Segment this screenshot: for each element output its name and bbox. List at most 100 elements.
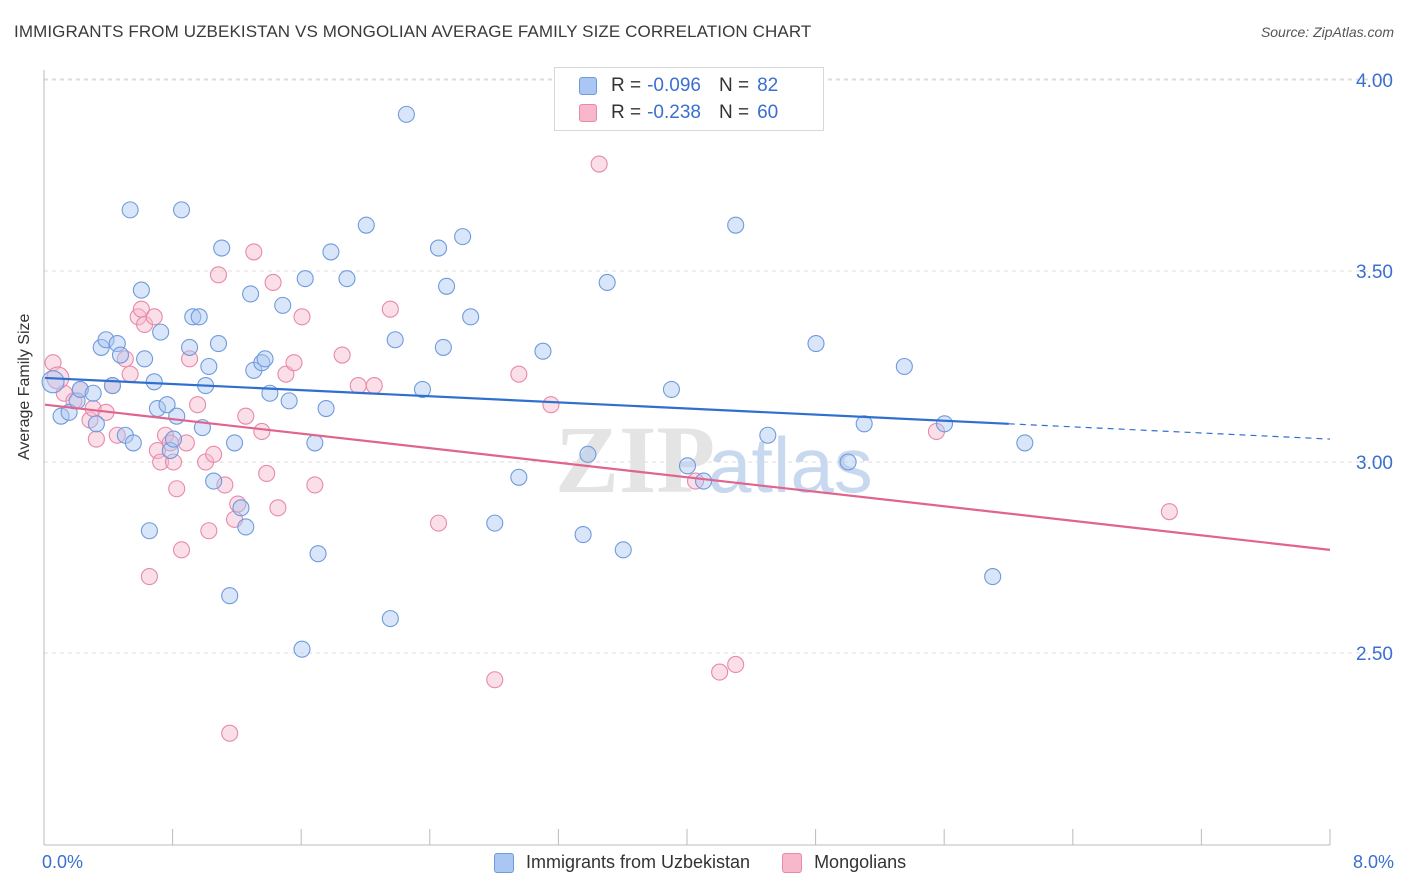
uzbekistan-point (381, 610, 399, 628)
mongolians-point (333, 346, 351, 364)
legend-item-mongolians[interactable]: Mongolians (782, 852, 906, 873)
uzbekistan-points (41, 105, 1034, 658)
uzbekistan-point (71, 380, 89, 398)
mongolians-point (237, 407, 255, 425)
uzbekistan-point (534, 342, 552, 360)
legend-n-label: N = (718, 102, 750, 123)
mongolians-point (306, 476, 324, 494)
uzbekistan-point (454, 228, 472, 246)
uzbekistan-point (158, 396, 176, 414)
legend-n-value: 60 (757, 102, 779, 123)
uzbekistan-trend-extension (1008, 423, 1331, 440)
series-legend: Immigrants from Uzbekistan Mongolians (494, 852, 938, 873)
uzbekistan-point (727, 216, 745, 234)
legend-row-uzbekistan: R = -0.096 N = 82 (579, 74, 778, 98)
legend-n-label: N = (718, 75, 750, 96)
chart-title: IMMIGRANTS FROM UZBEKISTAN VS MONGOLIAN … (14, 22, 812, 41)
uzbekistan-point (984, 568, 1002, 586)
uzbekistan-point (205, 472, 223, 490)
mongolians-point (264, 273, 282, 292)
uzbekistan-point (695, 472, 713, 490)
uzbekistan-point (136, 350, 154, 368)
uzbekistan-point (84, 384, 102, 402)
watermark: ZIP atlas (555, 406, 873, 513)
legend-item-uzbekistan[interactable]: Immigrants from Uzbekistan (494, 852, 750, 873)
uzbekistan-point (293, 640, 311, 658)
mongolians-point (1160, 503, 1178, 521)
uzbekistan-point (225, 434, 244, 452)
mongolians-point (269, 499, 287, 517)
legend-r-label: R = (611, 102, 642, 123)
uzbekistan-point (152, 323, 170, 341)
mongolians-point (216, 476, 234, 494)
uzbekistan-point (209, 335, 228, 353)
uzbekistan-point (397, 105, 415, 123)
uzbekistan-trend-line (44, 376, 1009, 425)
uzbekistan-point (935, 415, 954, 433)
uzbekistan-point (338, 270, 356, 288)
y-tick-label: 2.50 (1356, 644, 1393, 665)
uzbekistan-point (181, 338, 199, 356)
uzbekistan-point (97, 331, 115, 349)
x-tick-max: 8.0% (1352, 852, 1394, 872)
uzbekistan-point (256, 350, 274, 368)
axes (43, 70, 1331, 846)
mongolians-point (177, 434, 195, 452)
uzbekistan-point (322, 243, 340, 261)
mongolians-point (711, 663, 729, 681)
grid-lines (44, 78, 1390, 654)
legend-r-value: -0.238 (647, 102, 701, 123)
mongolians-point (381, 300, 399, 318)
mongolians-point (293, 308, 311, 326)
uzbekistan-point (386, 331, 404, 349)
uzbekistan-point (510, 468, 528, 486)
legend-r-label: R = (611, 75, 642, 96)
uzbekistan-point (172, 201, 191, 219)
uzbekistan-point (280, 392, 298, 410)
y-tick-labels: 2.50 3.00 3.50 4.00 (1356, 71, 1393, 665)
uzbekistan-point (111, 346, 130, 364)
uzbekistan-point (855, 415, 873, 433)
stats-legend: R = -0.096 N = 82 R = -0.238 N = 60 (554, 67, 824, 131)
mongolians-trend-line (44, 403, 1331, 551)
mongolians-point (205, 445, 223, 463)
mongolians-point (429, 514, 448, 532)
y-tick-label: 3.00 (1356, 453, 1393, 474)
legend-label-uzbekistan: Immigrants from Uzbekistan (526, 852, 751, 872)
uzbekistan-point (807, 335, 825, 353)
uzbekistan-point (237, 518, 255, 536)
uzbekistan-point (429, 239, 448, 257)
x-tick-min: 0.0% (42, 852, 84, 872)
source-label: Source: ZipAtlas.com (1260, 24, 1394, 40)
legend-r-value: -0.096 (647, 75, 701, 96)
mongolians-point (221, 724, 239, 742)
uzbekistan-point (52, 407, 70, 425)
mongolians-point (349, 377, 367, 395)
mongolians-point (245, 243, 263, 261)
mongolians-point (258, 464, 276, 483)
y-axis-label: Average Family Size (16, 313, 33, 460)
mongolians-point (486, 671, 504, 689)
uzbekistan-point (190, 308, 208, 326)
mongolians-point (168, 480, 186, 498)
legend-label-mongolians: Mongolians (814, 852, 907, 872)
uzbekistan-point (357, 216, 375, 234)
uzbekistan-point (306, 434, 324, 452)
uzbekistan-point (41, 370, 65, 394)
uzbekistan-point (232, 499, 250, 517)
uzbekistan-point (145, 373, 163, 391)
mongolians-point (285, 354, 303, 372)
uzbekistan-point (486, 514, 504, 532)
uzbekistan-point (309, 545, 327, 563)
uzbekistan-point (839, 453, 857, 471)
mongolians-point (200, 522, 218, 540)
uzbekistan-point (759, 426, 777, 444)
uzbekistan-point (895, 357, 913, 376)
uzbekistan-point (598, 273, 616, 292)
mongolians-point (253, 422, 271, 440)
uzbekistan-point (213, 239, 231, 257)
uzbekistan-point (200, 357, 218, 376)
uzbekistan-point (662, 380, 680, 398)
uzbekistan-point (678, 457, 697, 475)
